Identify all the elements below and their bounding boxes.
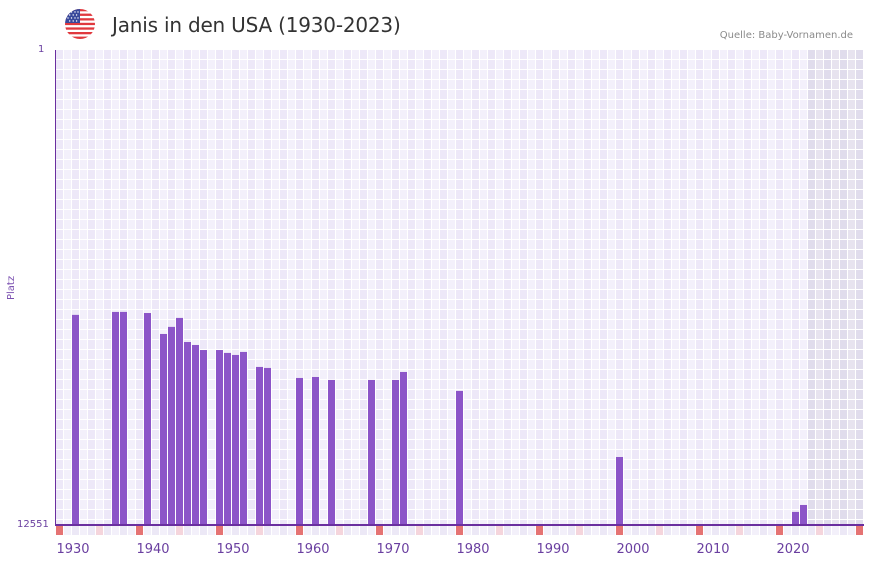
bar-1946 [200, 350, 207, 525]
bar-1971 [400, 371, 407, 525]
bar-1949 [224, 352, 231, 525]
source-credit: Quelle: Baby-Vornamen.de [719, 30, 853, 41]
bar-1970 [392, 379, 399, 525]
x-tick-label: 1960 [296, 542, 330, 557]
bar-1942 [168, 326, 175, 525]
bar-1941 [160, 333, 167, 525]
x-tick-label: 1990 [536, 542, 570, 557]
bar-1951 [240, 351, 247, 525]
bar-1939 [144, 313, 151, 525]
bar-1930 [72, 314, 79, 525]
bar-1960 [312, 376, 319, 525]
us-flag-icon [65, 9, 95, 39]
y-tick-bottom: 12551 [17, 519, 49, 530]
bar-1978 [456, 390, 463, 525]
bar-1948 [216, 350, 223, 525]
x-tick-label: 1930 [56, 542, 90, 557]
bar-2020 [792, 511, 799, 525]
x-tick-label: 1980 [456, 542, 490, 557]
year-marker-strip [56, 526, 863, 535]
bar-1945 [192, 344, 199, 525]
y-axis-label: Platz [6, 275, 17, 300]
bar-1953 [256, 366, 263, 525]
x-axis-line [55, 524, 864, 526]
bar-1967 [368, 379, 375, 525]
x-tick-label: 1940 [136, 542, 170, 557]
chart-title: Janis in den USA (1930-2023) [112, 13, 401, 37]
bar-1998 [616, 456, 623, 525]
plot-area [56, 50, 863, 525]
x-tick-label: 1950 [216, 542, 250, 557]
y-tick-top: 1 [38, 44, 45, 55]
y-axis-line [55, 50, 56, 526]
bar-1950 [232, 354, 239, 525]
x-tick-label: 2010 [696, 542, 730, 557]
x-tick-label: 2020 [776, 542, 810, 557]
bar-1943 [176, 317, 183, 525]
bar-2021 [800, 504, 807, 525]
x-tick-label: 2000 [616, 542, 650, 557]
bar-1962 [328, 379, 335, 525]
bar-1958 [296, 377, 303, 525]
bar-1954 [264, 367, 271, 525]
bar-1935 [112, 311, 119, 525]
x-tick-label: 1970 [376, 542, 410, 557]
bar-1936 [120, 311, 127, 525]
bar-1944 [184, 342, 191, 525]
